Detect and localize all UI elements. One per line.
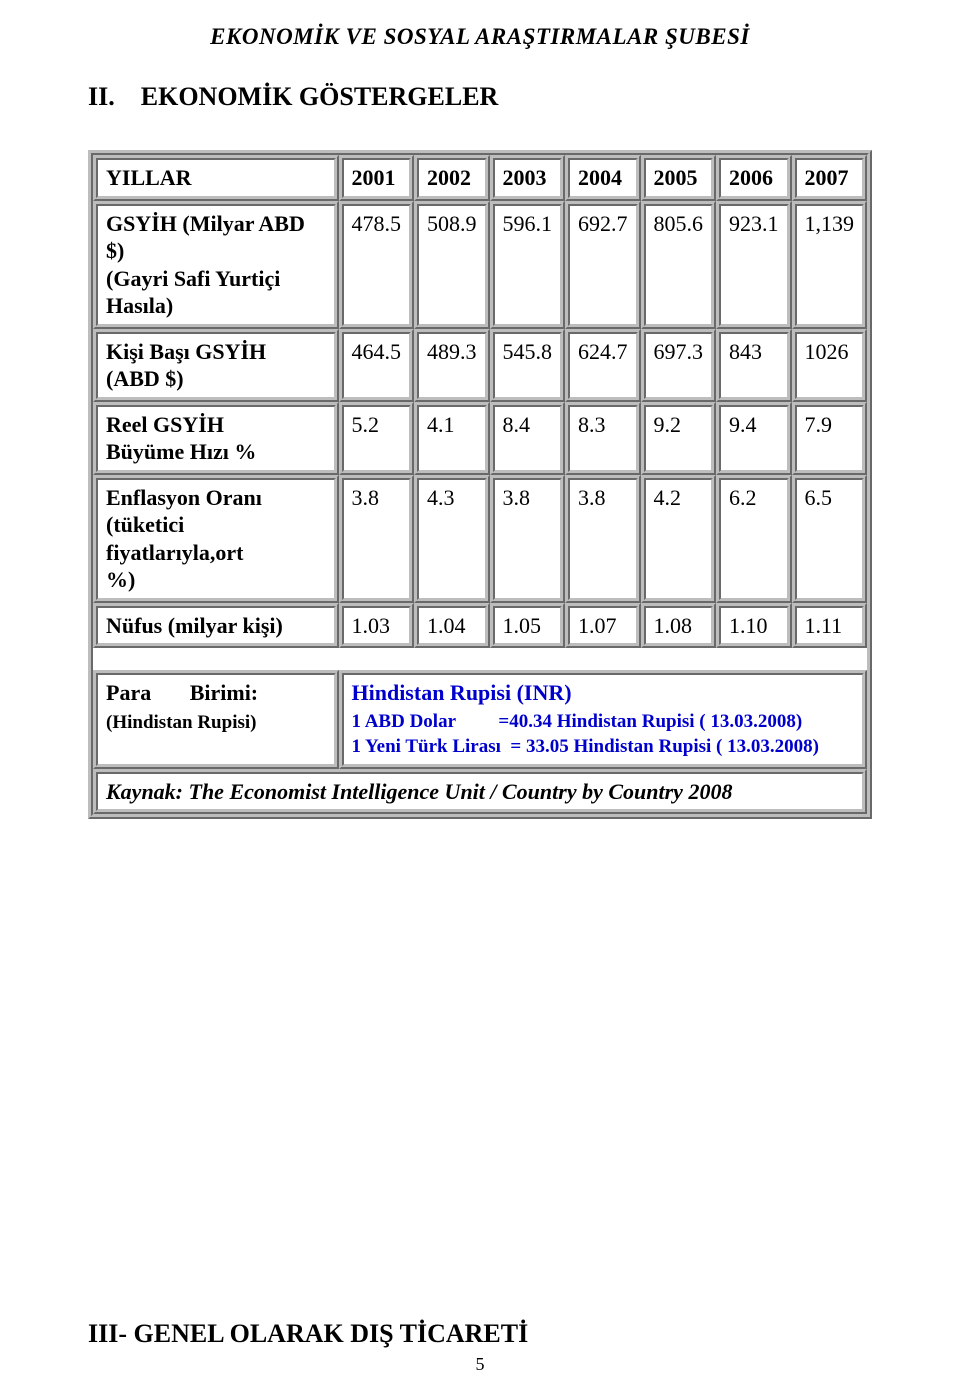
- data-cell: 843: [716, 329, 792, 402]
- data-cell: 6.2: [716, 475, 792, 603]
- row-label: Enflasyon Oranı(tüketici fiyatlarıyla,or…: [93, 475, 339, 603]
- data-cell: 1.05: [490, 603, 566, 649]
- data-cell: 3.8: [565, 475, 641, 603]
- section-2-title: II. EKONOMİK GÖSTERGELER: [88, 82, 872, 112]
- page-header: EKONOMİK VE SOSYAL ARAŞTIRMALAR ŞUBESİ: [88, 24, 872, 50]
- currency-info: Hindistan Rupisi (INR)1 ABD Dolar =40.34…: [339, 670, 868, 769]
- data-cell: 489.3: [414, 329, 490, 402]
- indicators-table: YILLAR2001200220032004200520062007 GSYİH …: [88, 150, 872, 819]
- year-header: 2003: [490, 155, 566, 201]
- data-cell: 464.5: [339, 329, 415, 402]
- data-cell: 6.5: [792, 475, 868, 603]
- data-cell: 1.04: [414, 603, 490, 649]
- row-label: GSYİH (Milyar ABD $)(Gayri Safi Yurtiçi …: [93, 201, 339, 329]
- data-cell: 3.8: [490, 475, 566, 603]
- data-cell: 1,139: [792, 201, 868, 329]
- section-3-title: III- GENEL OLARAK DIŞ TİCARETİ: [88, 1319, 872, 1349]
- data-cell: 1.08: [641, 603, 717, 649]
- data-cell: 9.4: [716, 402, 792, 475]
- data-cell: 805.6: [641, 201, 717, 329]
- data-cell: 1.10: [716, 603, 792, 649]
- data-cell: 4.1: [414, 402, 490, 475]
- data-cell: 4.2: [641, 475, 717, 603]
- page-number: 5: [0, 1354, 960, 1375]
- data-cell: 8.4: [490, 402, 566, 475]
- data-cell: 1.07: [565, 603, 641, 649]
- data-cell: 923.1: [716, 201, 792, 329]
- data-cell: 1.11: [792, 603, 868, 649]
- data-cell: 5.2: [339, 402, 415, 475]
- data-cell: 545.8: [490, 329, 566, 402]
- data-cell: 3.8: [339, 475, 415, 603]
- data-cell: 478.5: [339, 201, 415, 329]
- year-header: 2007: [792, 155, 868, 201]
- row-label: Reel GSYİHBüyüme Hızı %: [93, 402, 339, 475]
- data-cell: 8.3: [565, 402, 641, 475]
- data-cell: 7.9: [792, 402, 868, 475]
- currency-label: Para Birimi:(Hindistan Rupisi): [93, 670, 339, 769]
- data-cell: 4.3: [414, 475, 490, 603]
- year-header: 2006: [716, 155, 792, 201]
- row-label: Nüfus (milyar kişi): [93, 603, 339, 649]
- title-prefix: II.: [88, 82, 115, 111]
- data-cell: 508.9: [414, 201, 490, 329]
- data-cell: 624.7: [565, 329, 641, 402]
- row-label: Kişi Başı GSYİH(ABD $): [93, 329, 339, 402]
- source-note: Kaynak: The Economist Intelligence Unit …: [93, 769, 867, 815]
- years-label: YILLAR: [93, 155, 339, 201]
- title-text: EKONOMİK GÖSTERGELER: [141, 82, 499, 111]
- data-cell: 1.03: [339, 603, 415, 649]
- data-cell: 697.3: [641, 329, 717, 402]
- data-cell: 692.7: [565, 201, 641, 329]
- year-header: 2002: [414, 155, 490, 201]
- data-cell: 9.2: [641, 402, 717, 475]
- data-cell: 1026: [792, 329, 868, 402]
- data-cell: 596.1: [490, 201, 566, 329]
- year-header: 2004: [565, 155, 641, 201]
- year-header: 2001: [339, 155, 415, 201]
- year-header: 2005: [641, 155, 717, 201]
